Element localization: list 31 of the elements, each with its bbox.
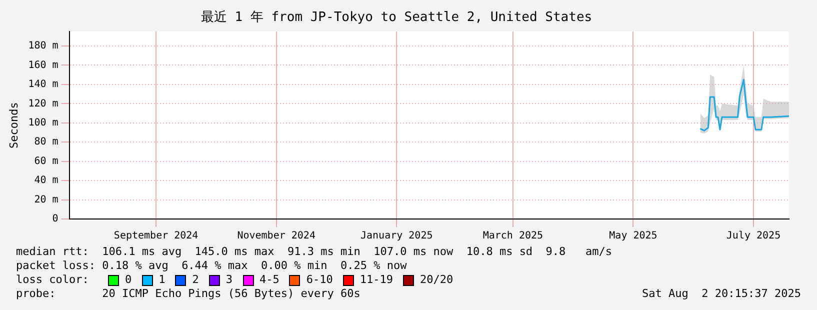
- x-tick-label: May 2025: [609, 230, 658, 242]
- y-tick-label: 40 m: [34, 175, 58, 186]
- x-tick-label: July 2025: [726, 230, 781, 242]
- text: 2: [192, 273, 199, 287]
- text: 4-5: [260, 273, 280, 287]
- y-tick-label: 140 m: [28, 79, 58, 90]
- text: probe: 20 ICMP Echo Pings (56 Bytes) every 60s: [16, 287, 360, 301]
- text: 3: [226, 273, 232, 287]
- text: 11-19: [360, 273, 393, 287]
- y-tick-label: 100 m: [28, 117, 58, 128]
- y-tick-label: 80 m: [34, 136, 58, 148]
- y-tick-label: 60 m: [34, 156, 58, 167]
- text: 6-10: [306, 273, 333, 287]
- text: 1: [158, 273, 166, 287]
- y-tick-label: 20 m: [34, 194, 58, 206]
- x-tick-label: January 2025: [360, 230, 433, 242]
- y-tick-label: 120 m: [28, 98, 58, 110]
- text: median rtt: 106.1 ms avg 145.0 ms max 91.3 ms min 107.0 ms now 10.8 ms sd 9.8 am/s: [16, 245, 614, 259]
- x-tick-label: September 2024: [114, 230, 198, 242]
- y-axis-title: Seconds: [7, 102, 20, 148]
- y-tick-label: 180 m: [28, 40, 58, 52]
- y-tick-label: 0: [52, 214, 58, 225]
- text: loss color:: [16, 273, 90, 287]
- chart-title: 最近 1 年 from JP-Tokyo to Seattle 2, United States: [200, 10, 592, 26]
- text: Sat Aug 2 20:15:37 2025: [642, 287, 801, 301]
- y-tick-label: 160 m: [28, 60, 58, 71]
- text: packet loss: 0.18 % avg 6.44 % max 0.00 % min 0.25 % now: [16, 259, 408, 273]
- text: 20/20: [420, 273, 454, 287]
- x-tick-label: March 2025: [482, 230, 544, 242]
- x-tick-label: November 2024: [237, 230, 316, 242]
- text: 0: [125, 273, 132, 287]
